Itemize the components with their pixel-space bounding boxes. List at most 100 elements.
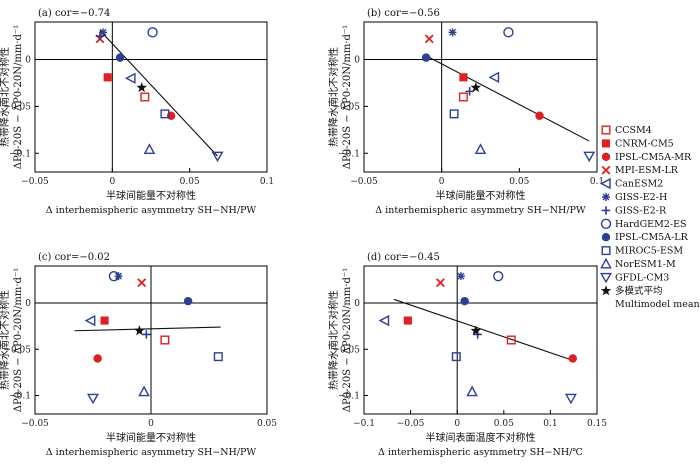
- point-hardgem2-es: [493, 270, 504, 282]
- y-tick-label: −0.1: [9, 149, 31, 159]
- point-noresm1-m: [466, 385, 478, 397]
- point-ccsm4: [458, 92, 468, 102]
- point-mpi-esm-lr: [435, 278, 445, 288]
- point-noresm1-m: [143, 143, 156, 154]
- x-tick-label: 0: [454, 419, 460, 429]
- y-tick-label: −0.05: [3, 345, 31, 355]
- regression-line: [99, 30, 218, 157]
- legend: CCSM4 CNRM-CM5 IPSL-CM5A-MR MPI-ESM-LR CanES…: [599, 125, 700, 310]
- x-axis-label-cn: 半球间能量不对称性: [436, 189, 526, 202]
- legend-label: MIROC5-ESM: [615, 246, 683, 257]
- x-tick-label: 0: [109, 177, 115, 187]
- point-cnrm-cm5: [100, 316, 109, 325]
- point-gfdl-cm3: [564, 393, 577, 405]
- legend-item: 多模式平均: [600, 285, 663, 297]
- panel-label: (d) cor=−0.45: [367, 252, 440, 263]
- legend-item: HardGEM2-ES: [600, 218, 687, 230]
- y-tick-label: 0: [354, 299, 360, 309]
- point-ipsl-cm5a-mr: [535, 111, 544, 120]
- point-cnrm-cm5: [103, 73, 112, 82]
- y-axis-label-symbol: ΔP0-20S − ΔP0-20N/mm·d⁻¹: [342, 268, 353, 412]
- y-axis-label-symbol: ΔP0-20S − ΔP0-20N/mm·d⁻¹: [13, 25, 24, 169]
- plot-frame: [363, 265, 598, 415]
- legend-marker: [600, 257, 612, 269]
- x-tick-label: 0: [439, 177, 445, 187]
- legend-item: Multimodel mean: [615, 299, 700, 310]
- point-gfdl-cm3: [211, 151, 224, 163]
- panel-label: (c) cor=−0.02: [38, 252, 110, 263]
- point-giss-e2-r: [142, 330, 151, 339]
- x-tick-label: 0.1: [260, 177, 274, 187]
- x-tick-label: 0.05: [257, 419, 277, 429]
- legend-marker: [600, 285, 612, 296]
- x-axis-label-cn: 半球间表面温度不对称性: [426, 431, 536, 444]
- point-hardgem2-es: [147, 27, 158, 38]
- point-miroc5-esm: [451, 352, 461, 362]
- regression-line: [425, 55, 590, 142]
- legend-label: MPI-ESM-LR: [615, 165, 679, 176]
- x-tick-label: 0.15: [587, 419, 607, 429]
- legend-label: CanESM2: [615, 179, 663, 190]
- point-canesm2: [84, 314, 96, 327]
- panel-label: (a) cor=−0.74: [38, 8, 110, 19]
- x-axis-label-en: Δ interhemispheric asymmetry SH−NH/PW: [46, 447, 257, 458]
- point-ipsl-cm5a-mr: [93, 354, 102, 363]
- panel-a: −0.05 0 0.05 0.1 0 −0.05 −0.1 (a) cor=−0.74 半球间能…: [0, 8, 274, 216]
- point-mpi-esm-lr: [137, 278, 147, 288]
- legend-marker: [601, 233, 611, 242]
- point-cnrm-cm5: [403, 316, 412, 325]
- point-: [470, 82, 482, 93]
- legend-item: IPSL-CM5A-LR: [601, 232, 689, 243]
- point-ipsl-cm5a-lr: [115, 53, 125, 62]
- point-miroc5-esm: [213, 352, 223, 362]
- x-tick-label: −0.1: [353, 419, 375, 429]
- legend-label: Multimodel mean: [615, 299, 700, 310]
- y-tick-label: −0.1: [338, 149, 360, 159]
- panel-c: −0.05 0 0.05 0 −0.05 −0.1 (c) cor=−0.02 半球间能量不对…: [0, 252, 277, 458]
- point-ipsl-cm5a-mr: [568, 354, 577, 363]
- point-giss-e2-r: [95, 31, 105, 41]
- legend-label: GISS-E2-R: [615, 205, 667, 216]
- point-giss-e2-h: [448, 28, 457, 37]
- y-tick-label: −0.05: [332, 102, 360, 112]
- point-: [134, 325, 145, 336]
- y-axis-label-cn: 热带降水南北不对称性: [327, 47, 340, 147]
- legend-marker: [601, 165, 611, 175]
- plot-frame: [34, 21, 268, 173]
- panel-b: −0.05 0 0.05 0.1 0 −0.05 −0.1 (b) cor=−0.56 半球间能…: [327, 8, 604, 216]
- legend-item: MPI-ESM-LR: [601, 165, 679, 176]
- point-giss-e2-h: [456, 272, 465, 281]
- legend-item: GISS-E2-R: [601, 205, 667, 216]
- legend-item: CanESM2: [600, 177, 663, 190]
- legend-marker: [600, 177, 611, 190]
- regression-line: [74, 326, 221, 332]
- point-cnrm-cm5: [459, 73, 468, 82]
- y-tick-label: −0.05: [332, 345, 360, 355]
- y-tick-label: 0: [25, 299, 31, 309]
- legend-label: NorESM1-M: [615, 259, 676, 270]
- x-tick-label: −0.05: [397, 419, 425, 429]
- regression-line: [393, 298, 573, 361]
- point-mpi-esm-lr: [424, 34, 434, 44]
- point-hardgem2-es: [503, 27, 514, 38]
- panel-d: −0.1 −0.05 0 0.05 0.1 0.15 0 −0.05 −0.1 (d) cor=−…: [327, 252, 607, 458]
- point-ipsl-cm5a-lr: [421, 53, 431, 62]
- legend-marker: [601, 246, 611, 256]
- y-axis-label-cn: 热带降水南北不对称性: [327, 290, 340, 390]
- legend-item: IPSL-CM5A-MR: [601, 152, 692, 163]
- point-: [470, 325, 482, 336]
- point-canesm2: [124, 72, 136, 84]
- legend-item: MIROC5-ESM: [601, 246, 683, 257]
- point-miroc5-esm: [160, 109, 170, 119]
- legend-marker: [599, 272, 613, 284]
- legend-marker: [601, 152, 611, 161]
- x-axis-label-cn: 半球间能量不对称性: [106, 189, 196, 202]
- point-canesm2: [488, 71, 500, 83]
- x-axis-label-en: Δ interhemispheric asymmetry SH−NH/PW: [375, 205, 586, 216]
- x-tick-label: −0.05: [350, 177, 378, 187]
- x-tick-label: 0.1: [543, 419, 557, 429]
- x-tick-label: 0.1: [590, 177, 604, 187]
- y-tick-label: −0.05: [3, 102, 31, 112]
- y-axis-label-cn: 热带降水南北不对称性: [0, 290, 11, 390]
- legend-label: HardGEM2-ES: [615, 219, 687, 230]
